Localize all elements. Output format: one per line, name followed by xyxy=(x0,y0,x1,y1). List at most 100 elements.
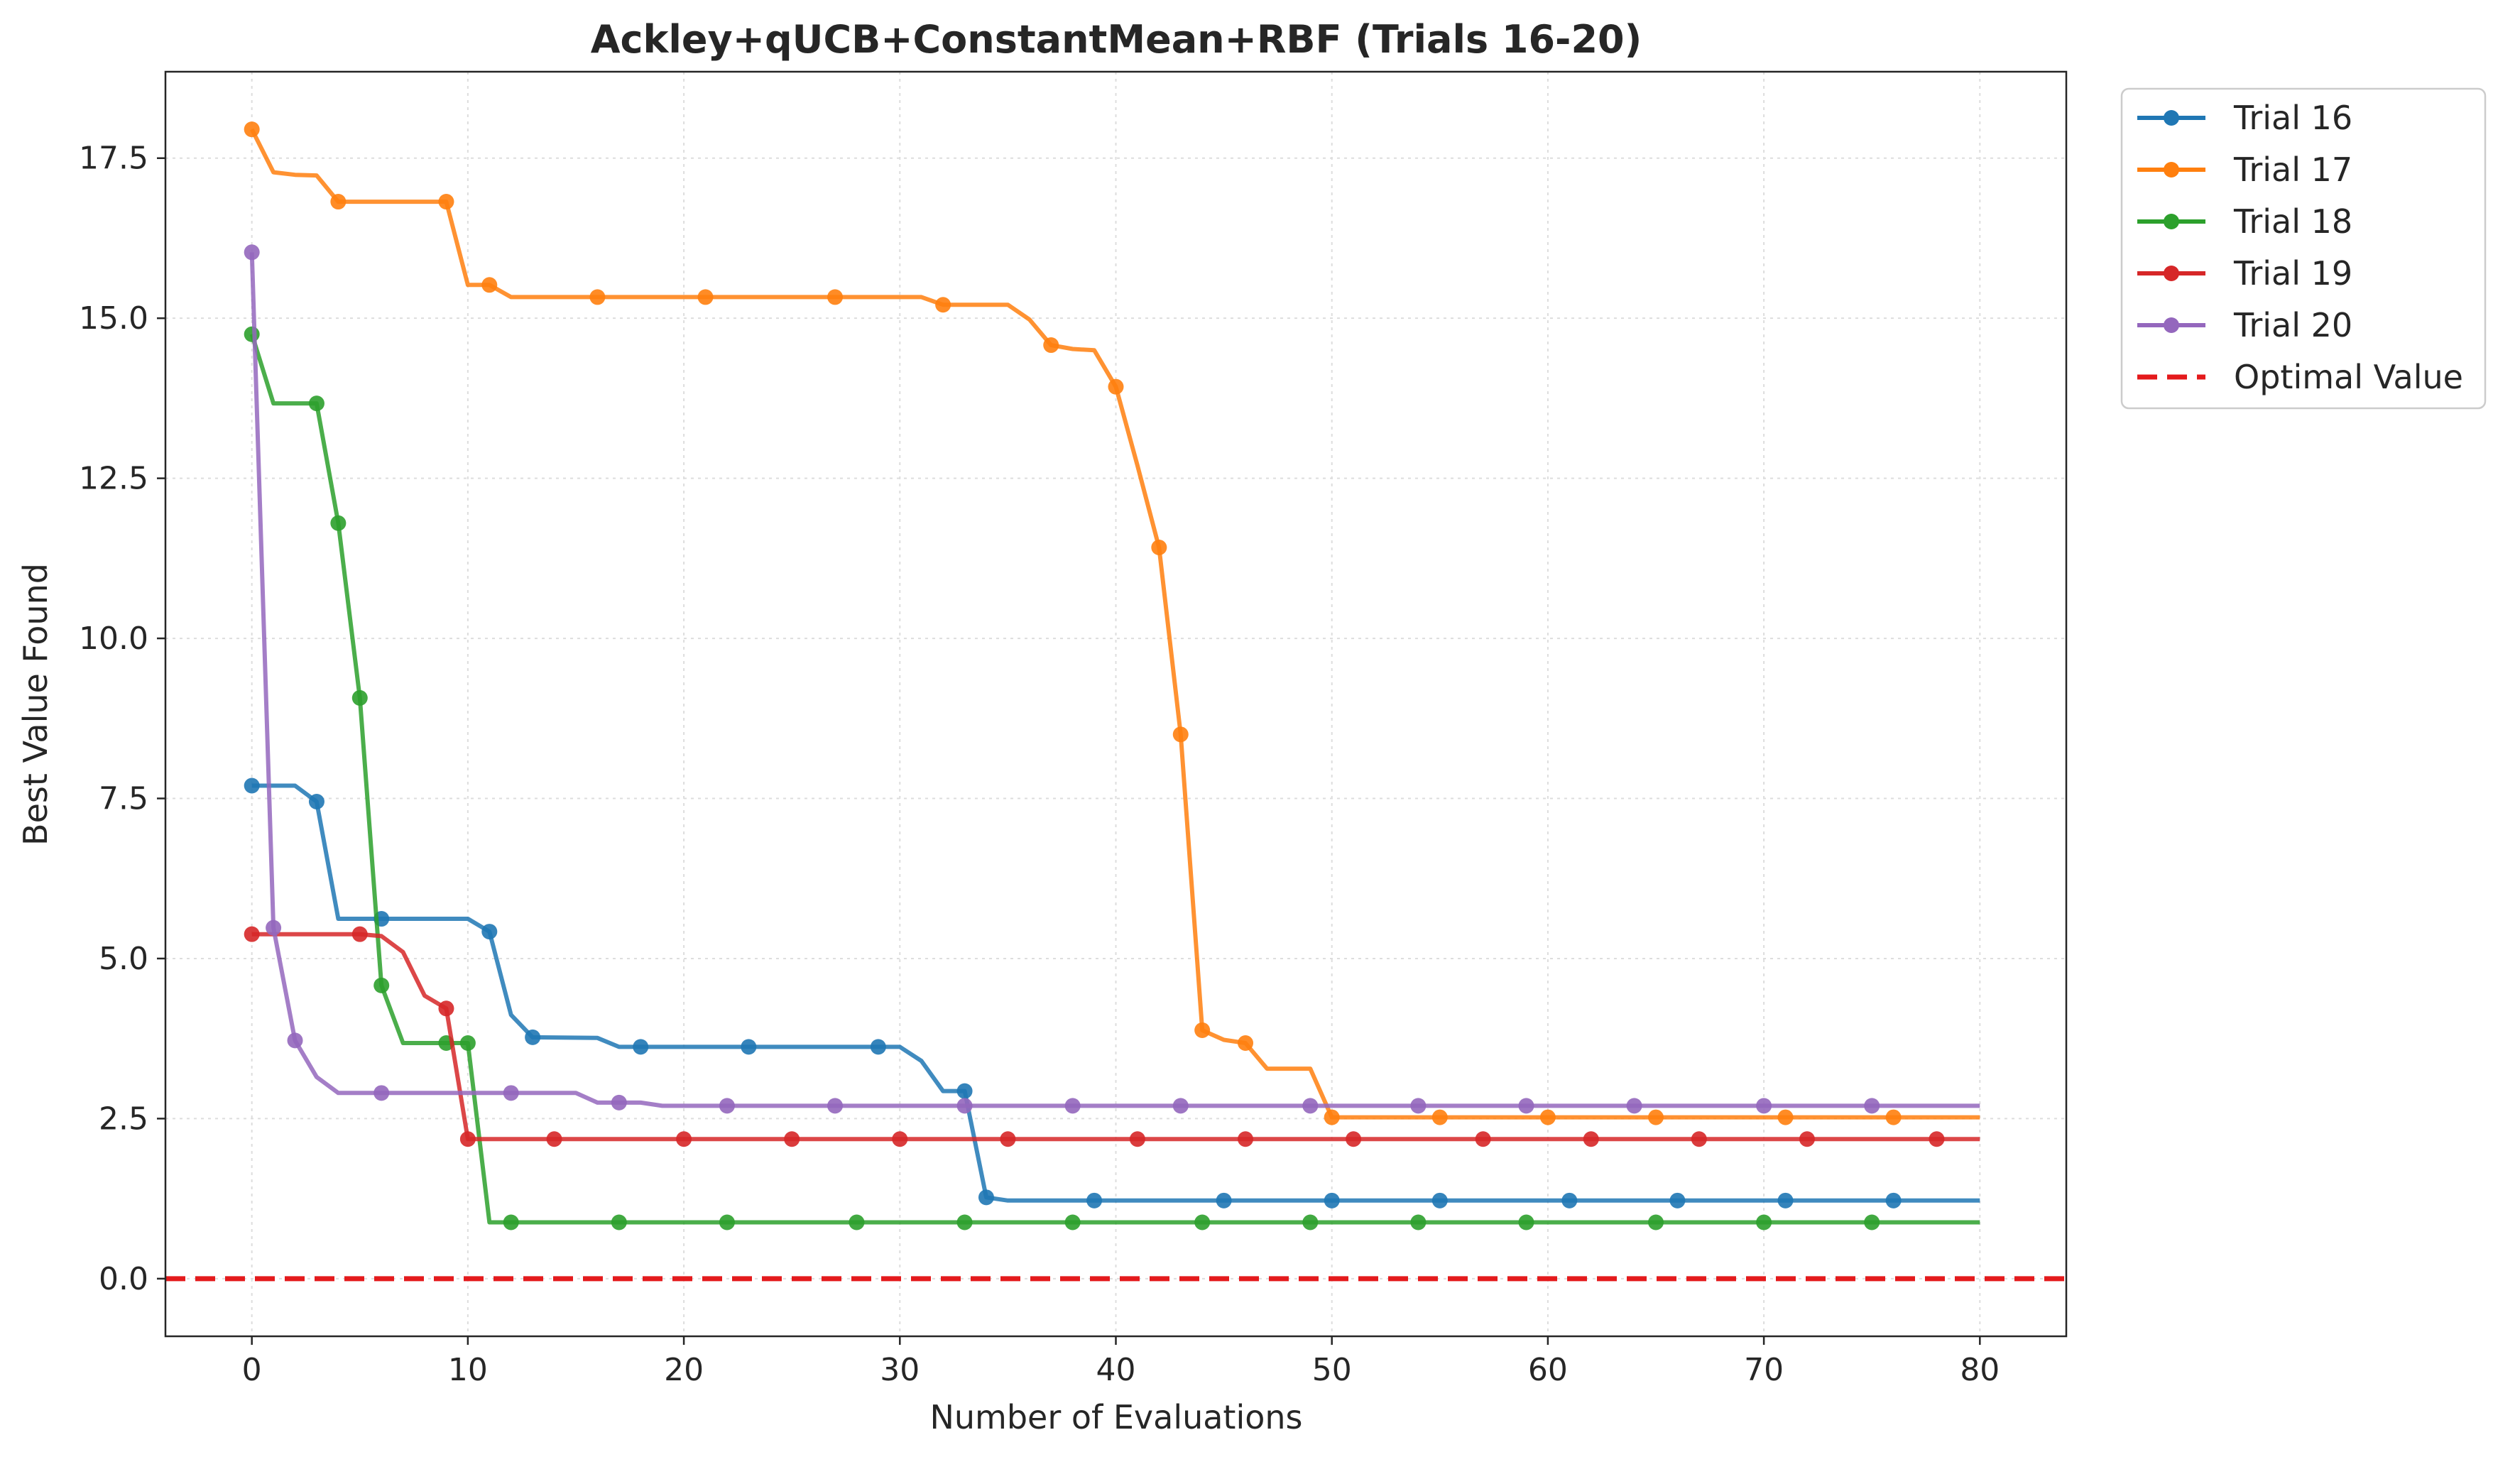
data-point xyxy=(741,1039,757,1055)
data-point xyxy=(1324,1109,1340,1125)
legend-swatch-marker xyxy=(2164,317,2179,333)
data-point xyxy=(611,1094,627,1111)
data-point xyxy=(1648,1109,1664,1125)
data-point xyxy=(1431,1109,1448,1125)
x-tick-label: 40 xyxy=(1096,1352,1136,1388)
legend-swatch-marker xyxy=(2164,266,2179,281)
data-point xyxy=(481,277,498,293)
legend-label: Trial 17 xyxy=(2233,151,2352,189)
x-tick-label: 80 xyxy=(1960,1352,2000,1388)
data-point xyxy=(373,977,390,993)
data-point xyxy=(589,289,606,305)
x-tick-label: 10 xyxy=(448,1352,488,1388)
data-point xyxy=(1043,337,1059,354)
data-point xyxy=(1108,378,1124,395)
data-point xyxy=(1885,1192,1902,1208)
data-point xyxy=(1238,1131,1254,1147)
data-point xyxy=(935,297,951,313)
data-point xyxy=(1410,1214,1427,1230)
data-point xyxy=(827,1098,844,1114)
data-point xyxy=(827,289,844,305)
y-tick-label: 12.5 xyxy=(79,461,148,497)
data-point xyxy=(1172,726,1189,743)
data-point xyxy=(1756,1098,1772,1114)
data-point xyxy=(1194,1214,1211,1230)
x-tick-label: 70 xyxy=(1744,1352,1784,1388)
grid-layer xyxy=(165,72,2066,1336)
legend-label: Trial 16 xyxy=(2233,99,2352,137)
legend-label: Trial 19 xyxy=(2233,254,2352,293)
data-point xyxy=(373,1085,390,1101)
axes-layer: 0 10 20 30 40 50 60 70 80 0.0 2.5 5.0 7.5 10.0 12.5 15.… xyxy=(79,70,2068,1388)
data-point xyxy=(1518,1098,1534,1114)
data-point xyxy=(1064,1098,1081,1114)
data-point xyxy=(719,1214,735,1230)
data-point xyxy=(1929,1131,1945,1147)
data-point xyxy=(892,1131,908,1147)
data-point xyxy=(956,1083,973,1099)
legend-item: Trial 16 xyxy=(2137,99,2352,137)
data-point xyxy=(1172,1098,1189,1114)
data-point xyxy=(308,395,324,412)
y-tick-label: 2.5 xyxy=(99,1101,148,1137)
data-point xyxy=(308,794,324,810)
data-point xyxy=(459,1131,476,1147)
data-point xyxy=(438,194,454,210)
x-tick-label: 20 xyxy=(664,1352,704,1388)
y-axis-label: Best Value Found xyxy=(16,563,55,846)
data-point xyxy=(1518,1214,1534,1230)
legend-item: Trial 19 xyxy=(2137,254,2352,293)
data-point xyxy=(784,1131,800,1147)
legend-label: Trial 20 xyxy=(2233,306,2352,344)
data-point xyxy=(1346,1131,1362,1147)
data-point xyxy=(1194,1022,1211,1038)
data-point xyxy=(1864,1098,1880,1114)
data-point xyxy=(1129,1131,1145,1147)
data-point xyxy=(1691,1131,1707,1147)
data-point xyxy=(1885,1109,1902,1125)
data-point xyxy=(611,1214,627,1230)
series-trial-16 xyxy=(244,777,1980,1208)
legend-label: Trial 18 xyxy=(2233,202,2352,241)
data-point xyxy=(546,1131,562,1147)
y-tick-label: 5.0 xyxy=(99,941,148,977)
data-point xyxy=(1000,1131,1016,1147)
chart-title: Ackley+qUCB+ConstantMean+RBF (Trials 16-… xyxy=(591,17,1642,62)
legend-item: Trial 18 xyxy=(2137,202,2352,241)
data-point xyxy=(1626,1098,1642,1114)
data-point xyxy=(330,194,347,210)
data-point xyxy=(503,1214,519,1230)
data-point xyxy=(244,326,260,342)
data-point xyxy=(956,1098,973,1114)
data-point xyxy=(697,289,714,305)
data-point xyxy=(244,777,260,794)
data-point xyxy=(1777,1192,1794,1208)
series-trial-19 xyxy=(244,926,1980,1147)
x-axis-label: Number of Evaluations xyxy=(929,1398,1302,1436)
data-point xyxy=(1799,1131,1815,1147)
legend-item: Optimal Value xyxy=(2137,358,2463,396)
data-point xyxy=(1064,1214,1081,1230)
y-tick-label: 10.0 xyxy=(79,621,148,657)
data-point xyxy=(287,1032,303,1049)
data-point xyxy=(244,926,260,942)
data-point xyxy=(244,121,260,138)
x-tick-label: 50 xyxy=(1312,1352,1352,1388)
y-tick-label: 7.5 xyxy=(99,781,148,817)
data-point xyxy=(266,920,282,936)
data-point xyxy=(503,1085,519,1101)
series-line xyxy=(249,252,1980,1108)
data-point xyxy=(1302,1098,1319,1114)
data-point xyxy=(676,1131,692,1147)
x-tick-label: 30 xyxy=(880,1352,920,1388)
legend-box xyxy=(2120,87,2487,410)
data-point xyxy=(1648,1214,1664,1230)
data-point xyxy=(1475,1131,1491,1147)
series-trial-20 xyxy=(244,244,1980,1114)
x-tick-label: 60 xyxy=(1528,1352,1568,1388)
data-point xyxy=(244,244,260,261)
legend: Trial 16 Trial 17 Trial 18 Trial 19 Trial 20… xyxy=(2120,87,2487,410)
data-point xyxy=(481,924,498,940)
y-tick-label: 15.0 xyxy=(79,300,148,337)
